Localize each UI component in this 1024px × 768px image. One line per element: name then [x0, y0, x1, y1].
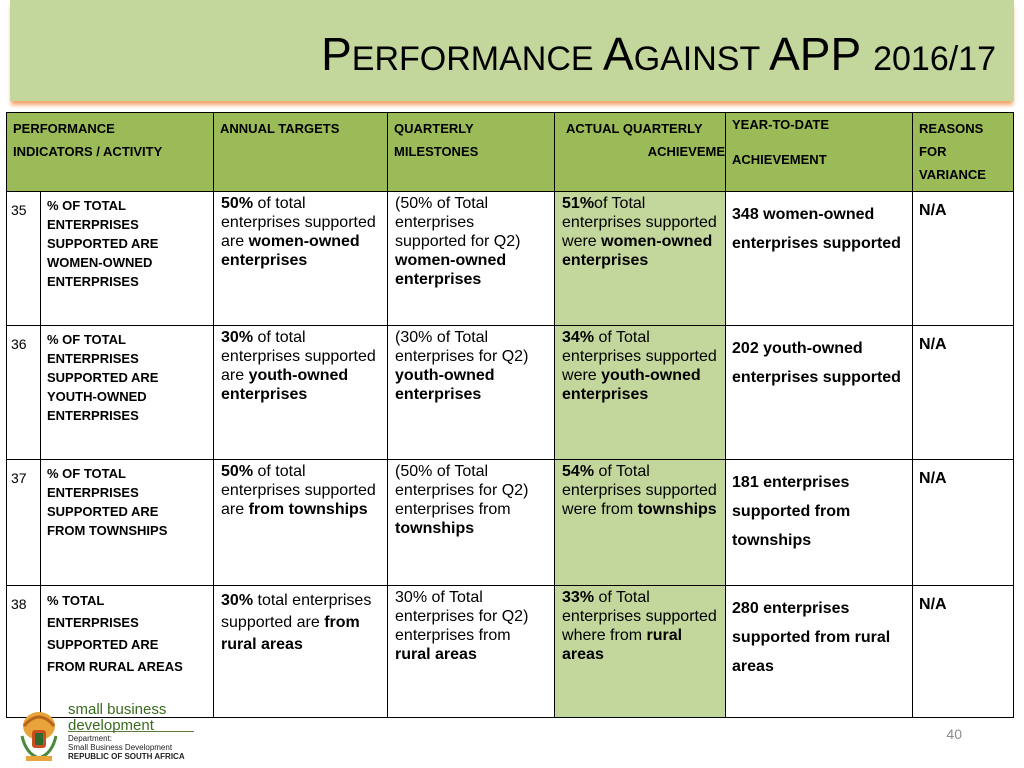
page-number: 40 [946, 726, 962, 742]
indicator-cell: % OF TOTAL ENTERPRISES SUPPORTED ARE YOUTH-… [39, 325, 215, 460]
title-banner: PERFORMANCE AGAINST APP 2016/17 [10, 0, 1014, 101]
header-indicator: PERFORMANCE INDICATORS / ACTIVITY [5, 112, 215, 192]
annual-target-cell: 30% total enterprises supported are from… [213, 585, 389, 718]
indicator-cell: % OF TOTAL ENTERPRISES SUPPORTED ARE FROM T… [39, 459, 215, 586]
ytd-achievement-cell: 280 enterprises supported from rural are… [725, 585, 914, 718]
title-cap-a: A [603, 28, 634, 80]
table-row: 35 % OF TOTAL ENTERPRISES SUPPORTED ARE WOM… [6, 191, 1015, 326]
ytd-achievement-cell: 348 women-owned enterprises supported [725, 191, 914, 326]
quarterly-milestone-cell: (30% of Total enterprises for Q2) youth-… [387, 325, 556, 460]
row-number: 36 [6, 325, 41, 460]
row-number: 38 [6, 585, 41, 718]
quarterly-milestone-cell: (50% of Total enterprises for Q2) enterp… [387, 459, 556, 586]
row-number: 37 [6, 459, 41, 586]
indicator-cell: % TOTAL ENTERPRISES SUPPORTED ARE FROM RURA… [39, 585, 215, 718]
table-row: 36 % OF TOTAL ENTERPRISES SUPPORTED ARE YOU… [6, 325, 1015, 460]
title-word-against: GAINST [633, 40, 770, 78]
table-header-row: PERFORMANCE INDICATORS / ACTIVITY ANNUAL … [5, 112, 1015, 192]
reason-cell: N/A [912, 585, 1015, 718]
title-year: 2016/17 [873, 40, 996, 78]
quarterly-milestone-cell: (50% of Total enterprises supported for … [387, 191, 556, 326]
header-annual-targets: ANNUAL TARGETS [213, 112, 389, 192]
header-reasons-variance: REASONS FOR VARIANCE [912, 112, 1015, 192]
performance-table: PERFORMANCE INDICATORS / ACTIVITY ANNUAL … [5, 112, 1015, 718]
actual-achievement-cell: 51%of Total enterprises supported were w… [554, 191, 727, 326]
logo-divider [68, 731, 194, 732]
annual-target-cell: 50% of total enterprises supported are f… [213, 459, 389, 586]
indicator-cell: % OF TOTAL ENTERPRISES SUPPORTED ARE WOMEN-… [39, 191, 215, 326]
ytd-achievement-cell: 202 youth-owned enterprises supported [725, 325, 914, 460]
annual-target-cell: 50% of total enterprises supported are w… [213, 191, 389, 326]
logo-wordmark: small business development [68, 701, 167, 734]
title-app: APP [769, 28, 861, 80]
actual-achievement-cell: 54% of Total enterprises supported were … [554, 459, 727, 586]
annual-target-cell: 30% of total enterprises supported are y… [213, 325, 389, 460]
table-row: 38 % TOTAL ENTERPRISES SUPPORTED ARE FROM R… [6, 585, 1015, 718]
title-cap-p: P [321, 28, 352, 80]
header-quarterly-milestones: QUARTERLY MILESTONES [387, 112, 556, 192]
reason-cell: N/A [912, 325, 1015, 460]
row-number: 35 [6, 191, 41, 326]
coat-of-arms-icon [20, 712, 58, 761]
table-row: 37 % OF TOTAL ENTERPRISES SUPPORTED ARE FRO… [6, 459, 1015, 586]
actual-achievement-cell: 34% of Total enterprises supported were … [554, 325, 727, 460]
logo-department-text: Department: Small Business Development REP… [68, 734, 185, 761]
reason-cell: N/A [912, 191, 1015, 326]
header-actual-achievement: ACTUAL QUARTERLY ACHIEVEME [554, 112, 727, 192]
reason-cell: N/A [912, 459, 1015, 586]
title-word-performance: ERFORMANCE [351, 40, 603, 78]
page-title: PERFORMANCE AGAINST APP 2016/17 [321, 26, 996, 87]
department-logo: small business development Department: Sma… [10, 700, 200, 766]
quarterly-milestone-cell: 30% of Total enterprises for Q2) enterpr… [387, 585, 556, 718]
ytd-achievement-cell: 181 enterprises supported from townships [725, 459, 914, 586]
header-ytd-achievement: YEAR-TO-DATE ACHIEVEMENT [725, 112, 914, 192]
actual-achievement-cell: 33% of Total enterprises supported where… [554, 585, 727, 718]
